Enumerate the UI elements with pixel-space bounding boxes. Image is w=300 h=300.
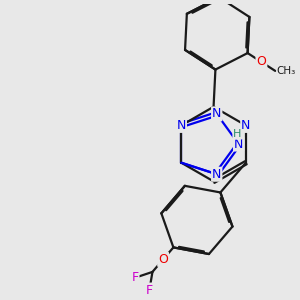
Text: N: N: [212, 107, 221, 120]
Text: F: F: [146, 284, 153, 297]
Text: CH₃: CH₃: [277, 66, 296, 76]
Text: N: N: [234, 138, 243, 151]
Text: O: O: [158, 253, 168, 266]
Text: O: O: [256, 56, 266, 68]
Text: N: N: [241, 119, 250, 132]
Text: H: H: [233, 129, 241, 139]
Text: N: N: [212, 168, 221, 181]
Text: N: N: [177, 119, 186, 132]
Text: F: F: [131, 271, 139, 284]
